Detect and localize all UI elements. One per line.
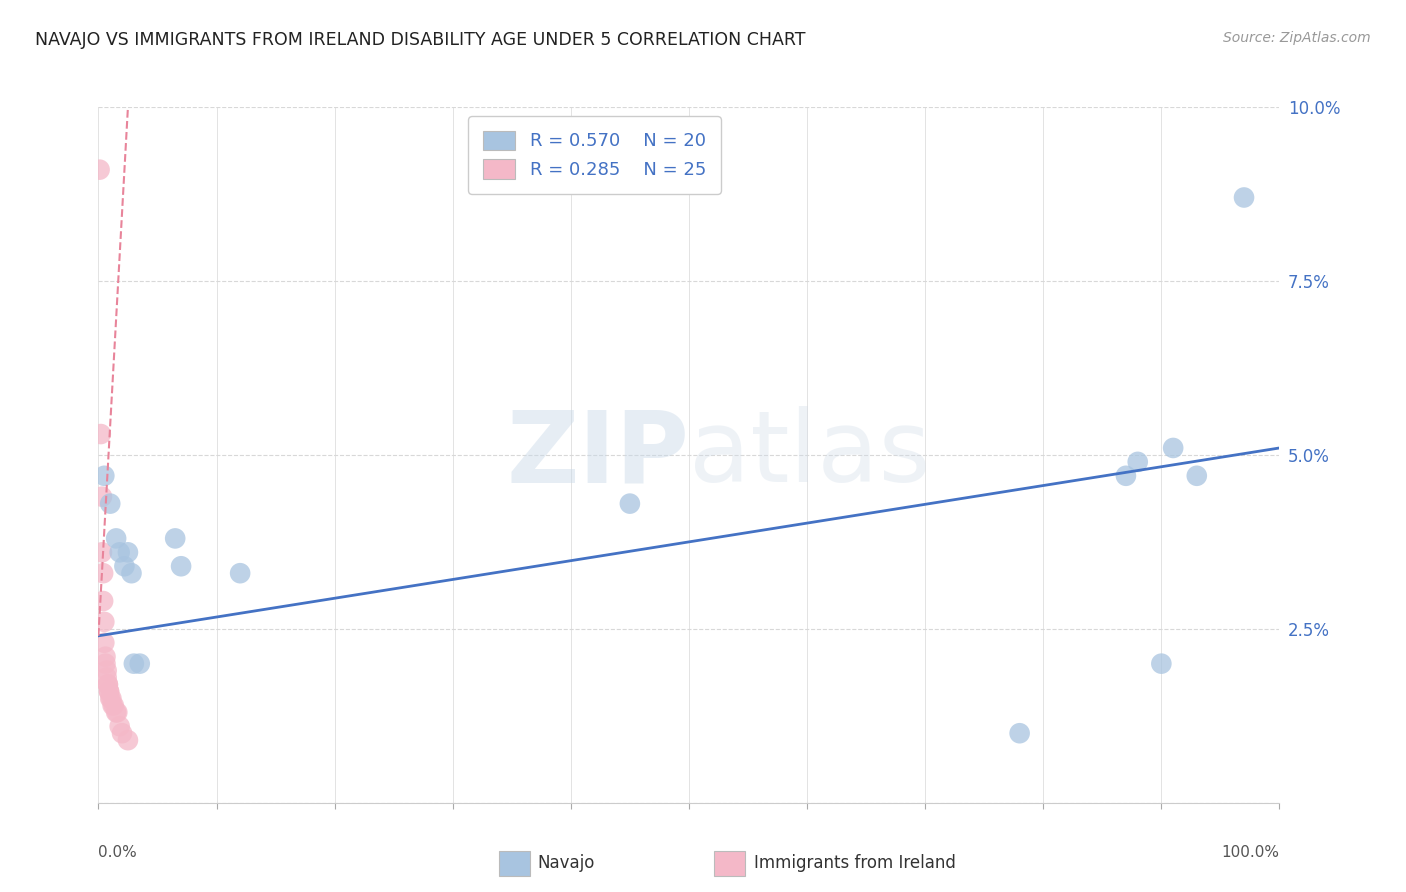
Point [105,706,128,720]
Point [1161,441,1184,455]
Point [170,559,193,574]
Point [103,698,125,713]
Point [122,657,145,671]
Point [97,677,120,691]
Point [229,566,252,581]
Point [91,490,114,504]
Point [91,566,114,581]
Point [91,594,114,608]
Point [98,684,121,698]
Point [94,649,117,664]
Text: Immigrants from Ireland: Immigrants from Ireland [754,855,956,872]
Text: ZIP: ZIP [506,407,689,503]
Point [117,545,139,559]
Point [165,532,187,546]
Point [117,733,139,747]
Point [1115,468,1137,483]
Point [105,706,128,720]
Point [98,497,121,511]
Point [619,497,641,511]
Point [105,532,128,546]
Point [90,427,112,442]
Text: Source: ZipAtlas.com: Source: ZipAtlas.com [1223,31,1371,45]
Point [108,719,131,733]
Point [96,671,118,685]
Text: NAVAJO VS IMMIGRANTS FROM IRELAND DISABILITY AGE UNDER 5 CORRELATION CHART: NAVAJO VS IMMIGRANTS FROM IRELAND DISABI… [35,31,806,49]
Point [1233,190,1256,204]
Point [97,677,120,691]
Point [98,691,121,706]
Point [98,684,121,698]
Point [112,559,135,574]
Point [100,691,122,706]
Text: atlas: atlas [689,407,931,503]
Point [101,698,124,713]
Text: Navajo: Navajo [537,855,595,872]
Point [94,657,117,671]
Point [111,726,134,740]
Point [93,468,115,483]
Text: 100.0%: 100.0% [1222,845,1279,860]
Point [1126,455,1149,469]
Point [1150,657,1173,671]
Point [1185,468,1208,483]
Point [89,162,111,177]
Point [108,545,131,559]
Legend: R = 0.570    N = 20, R = 0.285    N = 25: R = 0.570 N = 20, R = 0.285 N = 25 [468,116,720,194]
Point [93,615,115,629]
Point [121,566,143,581]
Text: 0.0%: 0.0% [98,845,138,860]
Point [96,664,118,678]
Point [93,636,115,650]
Point [1008,726,1031,740]
Point [128,657,150,671]
Point [91,545,114,559]
